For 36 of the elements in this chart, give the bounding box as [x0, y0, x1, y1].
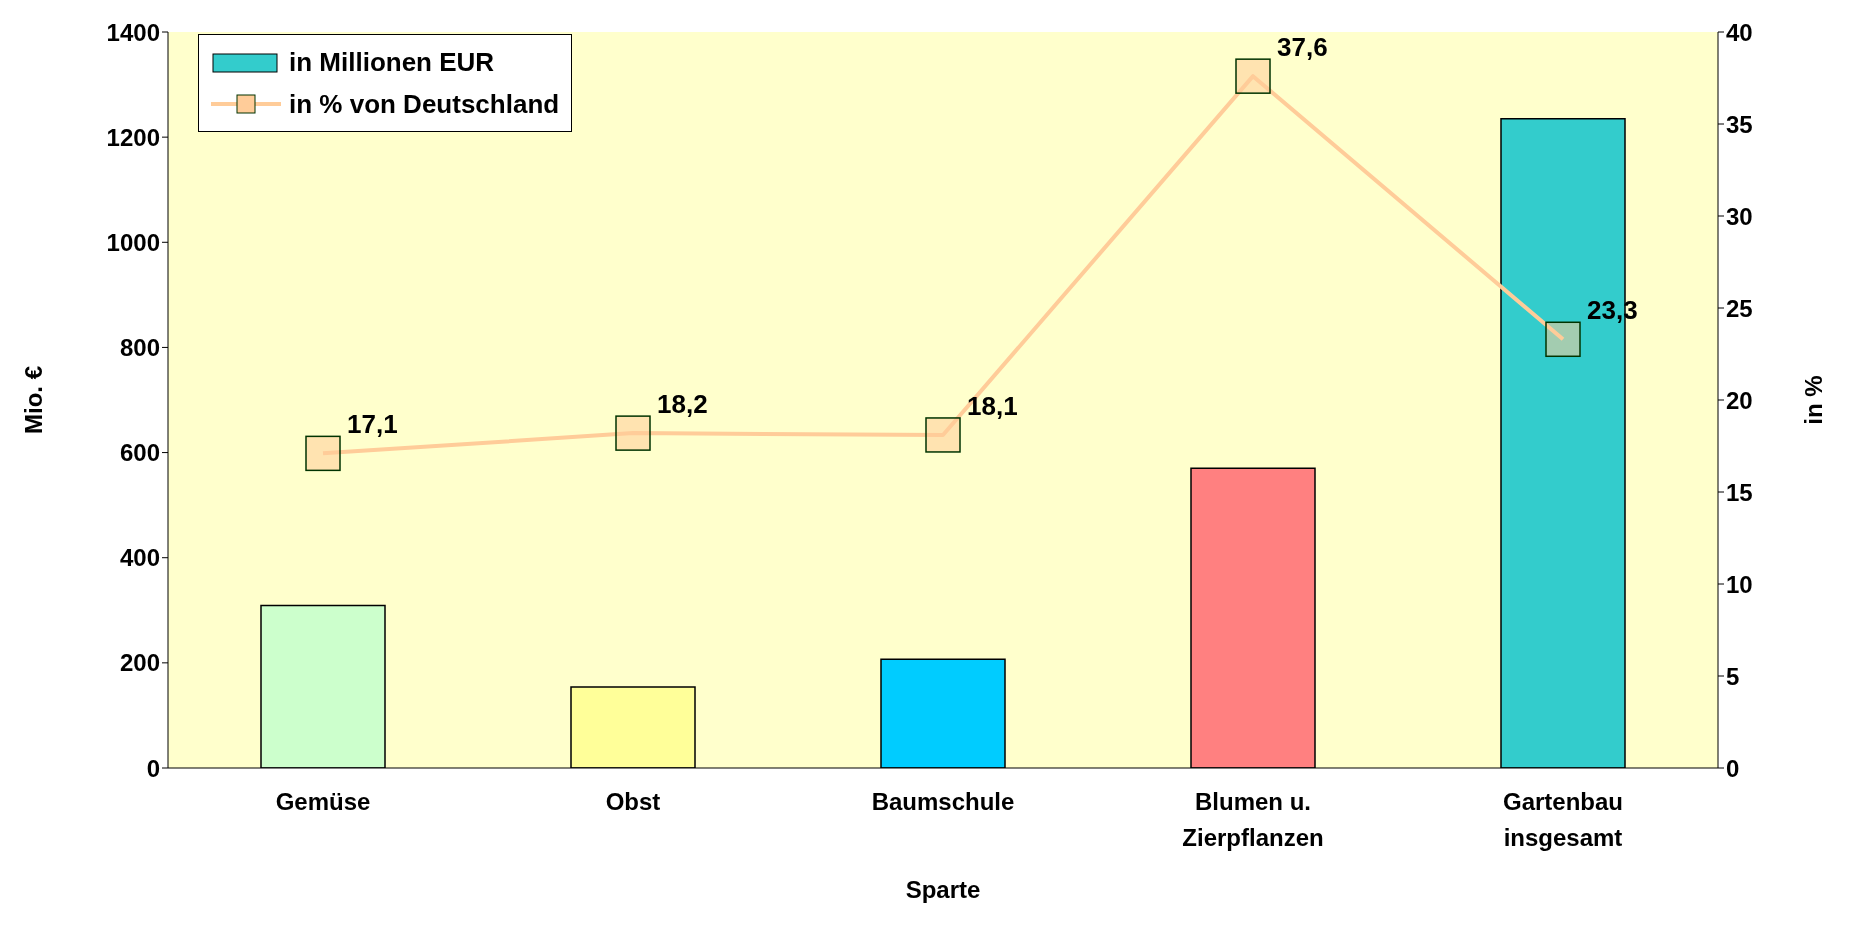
- data-label: 17,1: [347, 409, 398, 440]
- point: [1235, 58, 1271, 94]
- data-label: 18,2: [657, 389, 708, 420]
- y2-tick-label: 0: [1726, 754, 1740, 782]
- point: [305, 435, 341, 472]
- point: [615, 415, 651, 451]
- legend-label: in % von Deutschland: [289, 88, 560, 120]
- x-tick-label: Gartenbau insgesamt: [1502, 788, 1624, 851]
- y2-tick-label: 40: [1726, 18, 1753, 46]
- y2-tick-label: 5: [1726, 662, 1740, 690]
- y2-tick-label: 10: [1726, 570, 1753, 598]
- x-tick-label: Blumen u. Zierpflanzen: [1182, 788, 1324, 851]
- x-tick-label: Obst: [605, 788, 661, 815]
- y-axis-title: Mio. €: [19, 365, 47, 435]
- y-tick-label: 600: [119, 439, 160, 467]
- y-tick-label: 800: [119, 333, 160, 361]
- y-tick-label: 400: [119, 544, 160, 572]
- y2-tick-label: 35: [1726, 110, 1753, 138]
- data-label: 18,1: [967, 390, 1018, 421]
- y-tick-label: 1400: [106, 18, 160, 46]
- x-tick-label: Baumschule: [871, 788, 1015, 815]
- y-tick-label: 200: [119, 649, 160, 677]
- y2-axis-title: in %: [1799, 375, 1827, 425]
- y-tick-label: 1000: [106, 228, 160, 256]
- y2-tick-label: 15: [1726, 478, 1753, 506]
- legend-label: in Millionen EUR: [289, 46, 495, 78]
- data-label: 37,6: [1277, 32, 1328, 63]
- point: [925, 417, 961, 453]
- y2-tick-label: 20: [1726, 386, 1753, 414]
- x-axis-title: Sparte: [905, 876, 981, 903]
- y-tick-label: 0: [146, 754, 160, 782]
- x-tick-label: Gemüse: [275, 788, 371, 815]
- y-tick-label: 1200: [106, 123, 160, 151]
- y2-tick-label: 25: [1726, 294, 1753, 322]
- point: [1545, 321, 1581, 358]
- y2-tick-label: 30: [1726, 202, 1753, 230]
